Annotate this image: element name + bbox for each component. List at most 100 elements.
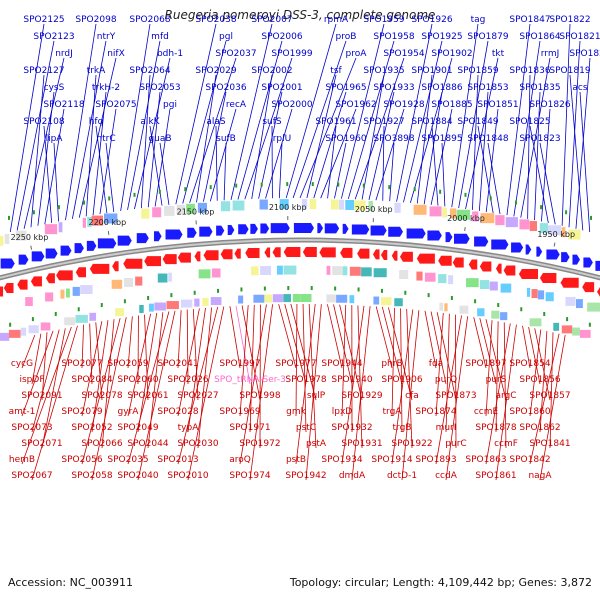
gc-dot: [83, 200, 86, 205]
reverse-gene-label: typA: [178, 423, 200, 433]
feature-block: [279, 199, 289, 210]
forward-gene-label: SPO2075: [95, 100, 136, 110]
feature-block: [139, 304, 144, 313]
gc-dot: [147, 295, 150, 300]
forward-leader-line: [431, 125, 439, 206]
forward-gene-label: tag: [471, 15, 486, 25]
gc-dot: [413, 187, 416, 192]
forward-gene-label: tkt: [492, 49, 505, 59]
reverse-gene-arrow: [234, 248, 241, 259]
reverse-leader-line: [95, 322, 103, 401]
gc-dot: [209, 185, 212, 190]
reverse-gene-arrow: [302, 247, 317, 258]
reverse-gene-label: purS: [486, 375, 507, 385]
feature-block: [394, 202, 401, 213]
forward-gene-label: trkH-2: [92, 83, 120, 93]
feature-blocks: [0, 199, 600, 341]
feature-block: [368, 201, 373, 212]
forward-gene-arrow: [342, 223, 349, 234]
feature-block: [413, 204, 427, 215]
feature-block: [111, 279, 123, 289]
reverse-leader-line: [455, 314, 457, 449]
feature-block: [264, 294, 273, 303]
feature-block: [438, 274, 447, 284]
gc-dot: [464, 192, 467, 197]
forward-gene-arrow: [199, 226, 213, 237]
reverse-gene-label: lpxD: [332, 407, 353, 417]
feature-block: [424, 272, 436, 282]
reverse-gene-arrow: [391, 250, 398, 261]
gc-dot: [497, 303, 500, 308]
feature-block: [260, 266, 272, 276]
forward-leader-line: [579, 91, 591, 233]
feature-block: [539, 223, 548, 234]
reverse-leader-line: [239, 305, 249, 417]
reverse-leader-line: [21, 326, 72, 465]
reverse-leader-line: [81, 318, 121, 465]
feature-block: [238, 295, 244, 304]
feature-block: [477, 308, 485, 317]
forward-leader-line: [347, 40, 395, 200]
forward-gene-arrow: [370, 225, 387, 236]
reverse-gene-label: SPO1972: [239, 439, 280, 449]
forward-leader-line: [285, 23, 337, 199]
feature-block: [466, 278, 479, 288]
forward-leader-line: [127, 40, 161, 211]
reverse-leader-line: [41, 328, 66, 449]
reverse-gene-arrow: [399, 251, 413, 262]
reverse-gene-arrow: [203, 250, 219, 261]
reverse-gene-arrow: [560, 277, 579, 288]
forward-gene-label: SPO2036: [205, 83, 246, 93]
feature-block: [91, 215, 104, 226]
feature-block: [124, 278, 134, 288]
reverse-leader-line: [21, 334, 36, 369]
gc-dot: [388, 185, 391, 190]
feature-block: [65, 288, 70, 298]
feature-block: [166, 301, 179, 310]
feature-block: [220, 201, 231, 212]
forward-leader-line: [16, 40, 55, 231]
forward-leader-line: [299, 57, 357, 199]
reverse-gene-arrow: [416, 253, 435, 264]
reverse-gene-label: SPO2058: [71, 471, 112, 481]
forward-leader-line: [487, 142, 501, 215]
reverse-leader-line: [186, 309, 189, 385]
feature-block: [587, 302, 600, 312]
gc-dot: [170, 293, 173, 298]
forward-leader-line: [513, 40, 541, 217]
reverse-leader-line: [249, 304, 255, 433]
forward-gene-arrow: [60, 245, 72, 256]
forward-gene-arrow: [406, 228, 426, 239]
reverse-gene-label: ispDF: [19, 375, 44, 385]
gc-dot: [540, 205, 543, 210]
feature-block: [4, 233, 10, 244]
forward-leader-line: [53, 142, 59, 222]
gc-dot: [193, 290, 196, 295]
feature-block: [8, 329, 21, 338]
reverse-gene-label: purQ: [435, 375, 457, 385]
forward-gene-arrow: [546, 249, 560, 260]
forward-gene-label: SPO1926: [411, 15, 452, 25]
feature-block: [361, 267, 372, 277]
reverse-leader-line: [239, 304, 267, 465]
reverse-gene-arrow: [245, 247, 260, 258]
reverse-leader-line: [41, 332, 48, 401]
reverse-leader-line: [327, 304, 343, 369]
feature-block: [45, 292, 54, 302]
reverse-leader-line: [127, 313, 152, 417]
feature-block: [399, 270, 409, 280]
forward-gene-arrow: [238, 224, 249, 235]
forward-gene-label: SPO2123: [33, 32, 74, 42]
forward-gene-label: SPO1835: [519, 83, 560, 93]
forward-gene-arrow: [74, 243, 84, 254]
forward-gene-arrow: [216, 225, 225, 236]
forward-leader-line: [382, 125, 385, 201]
feature-block: [345, 199, 355, 210]
forward-gene-label: SPO1933: [373, 83, 414, 93]
feature-block: [579, 329, 591, 338]
forward-gene-arrow: [572, 254, 580, 265]
reverse-gene-arrow: [123, 258, 143, 269]
forward-leader-line: [529, 125, 549, 223]
feature-block: [148, 303, 154, 312]
forward-gene-label: sufS: [262, 117, 282, 127]
